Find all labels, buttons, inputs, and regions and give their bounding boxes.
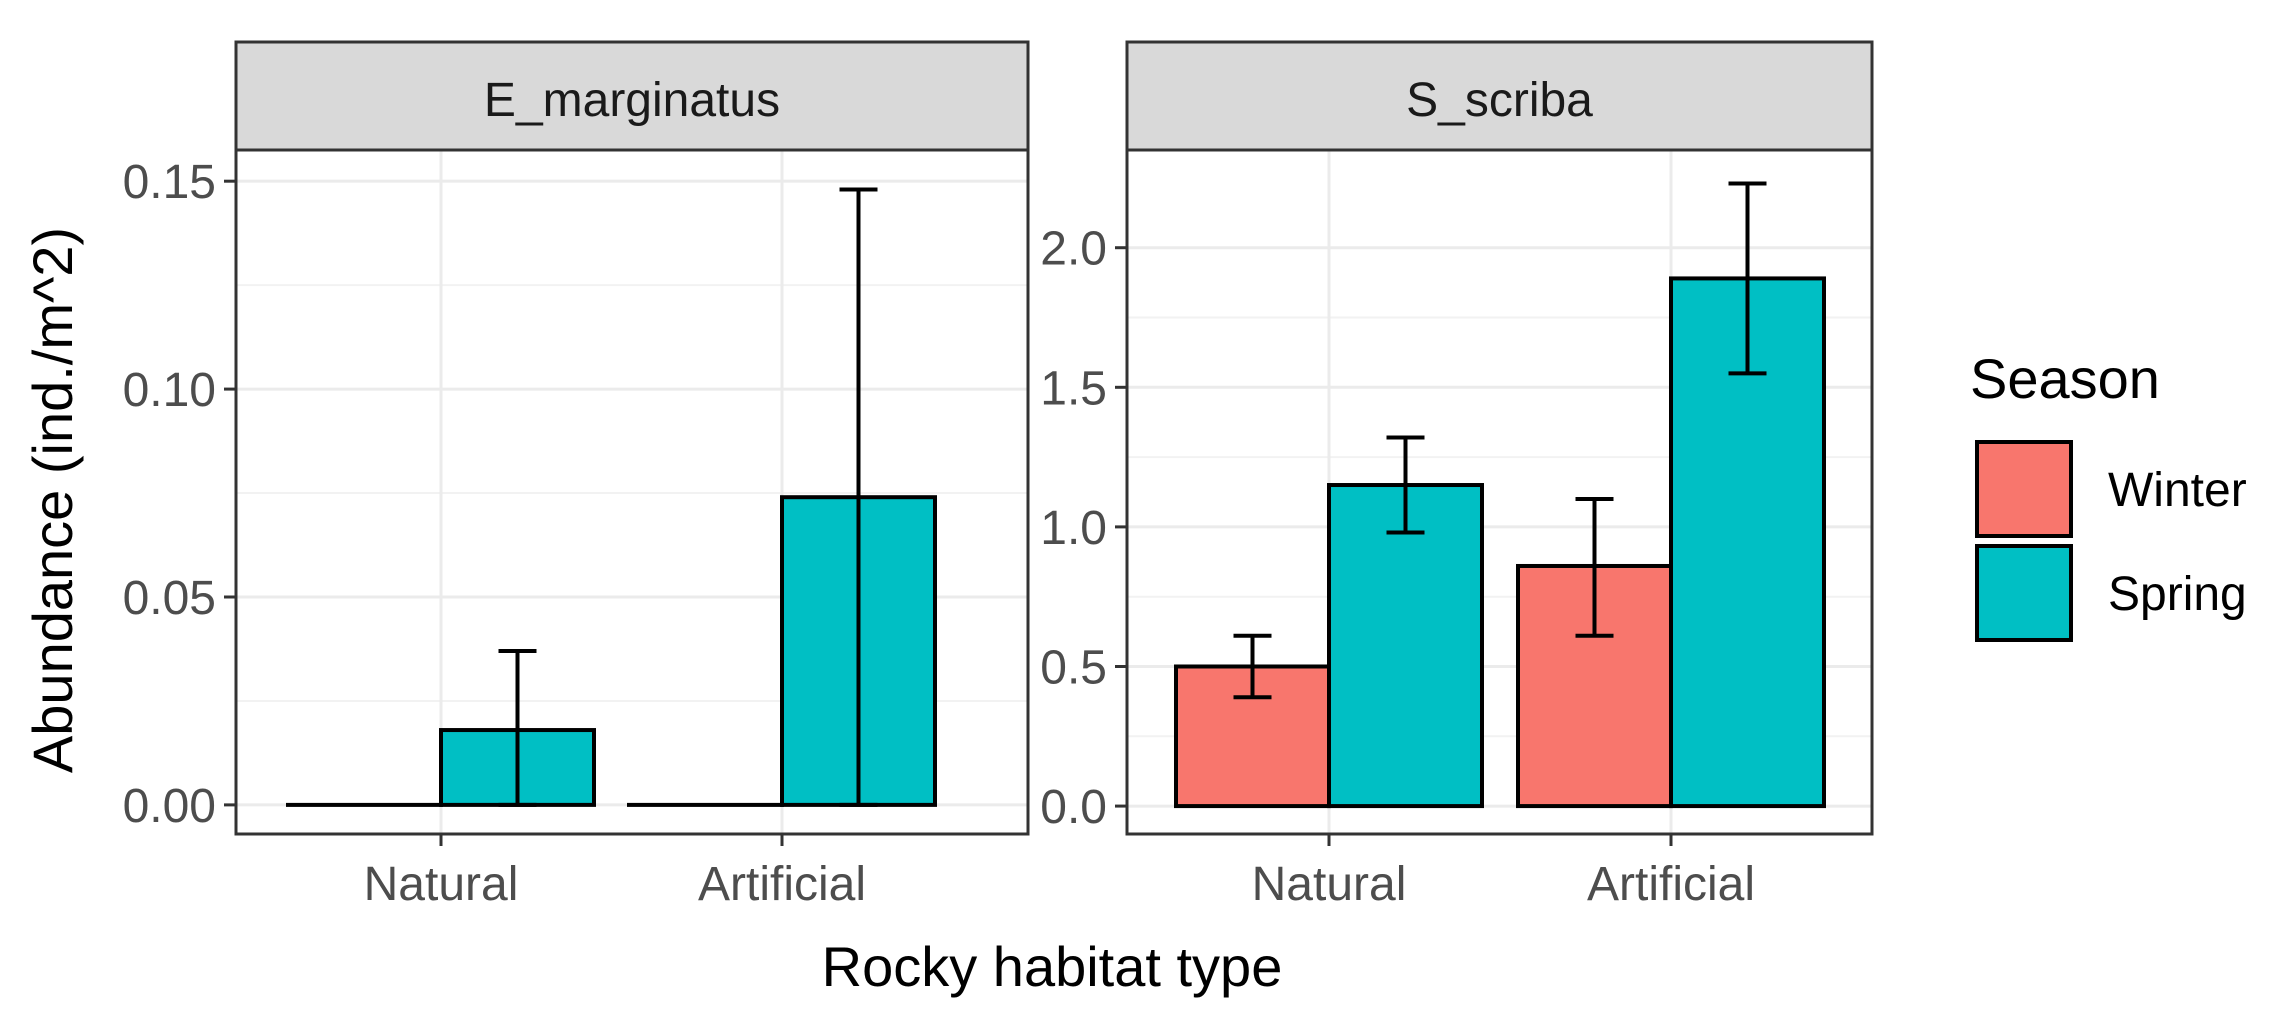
y-tick-label: 0.10 (123, 364, 216, 417)
x-tick-label: Artificial (698, 858, 866, 911)
strip-label: E_marginatus (484, 74, 780, 127)
strip-background (234, 40, 1030, 152)
panel-e-marginatus: E_marginatus 0.00 0.05 0.10 0.15 Natural Artif… (123, 40, 1030, 911)
legend-label-winter: Winter (2108, 464, 2247, 517)
panel-border (234, 148, 1030, 836)
legend-key-winter (1975, 440, 2073, 538)
strip-background (1125, 40, 1874, 152)
x-tick-label: Artificial (1587, 858, 1755, 911)
legend-title: Season (1970, 347, 2160, 410)
bar-spring (1327, 483, 1484, 809)
strip-label: S_scriba (1406, 74, 1593, 127)
y-tick-label: 2.0 (1040, 223, 1107, 276)
y-tick-label: 0.0 (1040, 781, 1107, 834)
legend-key-spring (1975, 544, 2073, 642)
x-tick-label: Natural (364, 858, 519, 911)
y-tick-label: 0.00 (123, 780, 216, 833)
y-tick-label: 1.5 (1040, 362, 1107, 415)
x-tick-label: Natural (1252, 858, 1407, 911)
y-axis-title: Abundance (ind./m^2) (21, 227, 84, 773)
y-tick-label: 0.5 (1040, 641, 1107, 694)
panel-s-scriba: S_scriba 0.0 0.5 1.0 1.5 2.0 Natural Artificial (1040, 40, 1874, 911)
y-tick-label: 0.15 (123, 156, 216, 209)
y-tick-label: 0.05 (123, 572, 216, 625)
legend-label-spring: Spring (2108, 568, 2247, 621)
legend: Season Winter Spring (1970, 347, 2247, 642)
panel-border (1125, 148, 1874, 836)
x-axis-title: Rocky habitat type (822, 935, 1283, 998)
y-tick-label: 1.0 (1040, 502, 1107, 555)
